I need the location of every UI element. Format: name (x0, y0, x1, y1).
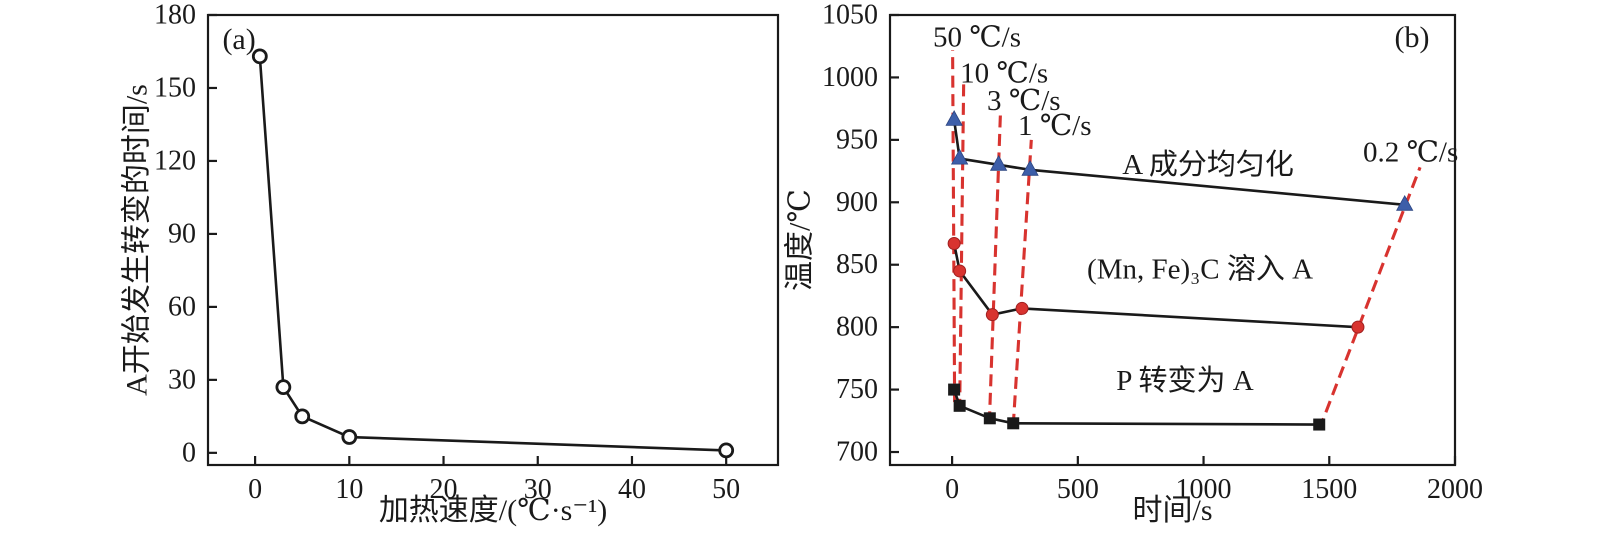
data-point (948, 383, 961, 396)
y-tick-label: 120 (154, 145, 196, 176)
x-tick-label: 20 (430, 474, 458, 505)
panel-b: 0 500 1000 1500 2000 700 750 800 850 900 950 1000 10… (784, 0, 1484, 527)
x-tick-label: 10 (335, 474, 363, 505)
guide-line (1011, 139, 1033, 426)
guide-label: 3 ℃/s (987, 85, 1061, 117)
data-point (1015, 301, 1029, 315)
y-tick-label: 150 (154, 72, 196, 103)
y-axis-title: A开始发生转变的时间/s (121, 84, 154, 396)
guide-line (958, 82, 966, 411)
data-point (985, 308, 999, 322)
guide-line (987, 114, 1002, 424)
y-tick-label: 950 (836, 124, 878, 155)
data-point (1351, 320, 1365, 334)
data-point (1007, 417, 1020, 430)
panel-a: 0 10 20 30 40 50 0 30 60 90 120 150 180 加热速度/(℃·s⁻¹) A… (121, 0, 780, 527)
y-tick-label: 0 (182, 437, 196, 468)
data-point (718, 442, 735, 459)
annotation: (Mn, Fe)₃C 溶入 A (1087, 253, 1313, 286)
guide-label: 1 ℃/s (1018, 110, 1092, 142)
y-tick-label: 900 (836, 187, 878, 218)
data-point (953, 264, 967, 278)
y-tick-label: 850 (836, 249, 878, 280)
y-axis-title: 温度/℃ (784, 189, 817, 291)
data-point (294, 408, 311, 425)
data-point (275, 379, 292, 396)
data-point (945, 110, 963, 126)
guide-line (951, 49, 957, 403)
x-tick-label: 0 (248, 474, 262, 505)
guide-label: 10 ℃/s (960, 58, 1048, 90)
annotation: P 转变为 A (1116, 364, 1254, 397)
plot-box (888, 13, 1457, 467)
annotation: A 成分均匀化 (1122, 148, 1294, 181)
guide-line (1317, 166, 1422, 431)
panel-label: (b) (1395, 21, 1430, 54)
x-axis-title: 加热速度/(℃·s⁻¹) (379, 494, 607, 527)
y-tick-label: 180 (154, 0, 196, 31)
x-tick-label: 2000 (1427, 474, 1483, 505)
y-tick-label: 60 (168, 291, 196, 322)
guide-label: 0.2 ℃/s (1363, 136, 1458, 168)
y-tick-label: 30 (168, 364, 196, 395)
x-tick-label: 30 (524, 474, 552, 505)
x-axis-title: 时间/s (1132, 494, 1212, 527)
y-tick-label: 800 (836, 312, 878, 343)
plot-box (206, 13, 780, 467)
y-tick-label: 750 (836, 374, 878, 405)
y-tick-label: 1050 (822, 0, 878, 31)
x-tick-label: 1500 (1301, 474, 1357, 505)
data-point (1313, 418, 1326, 431)
data-point (1021, 159, 1039, 176)
x-tick-label: 1000 (1176, 474, 1232, 505)
y-tick-label: 90 (168, 218, 196, 249)
x-tick-label: 0 (945, 474, 959, 505)
series-line (258, 56, 727, 452)
panel-label: (a) (222, 23, 255, 56)
y-tick-label: 1000 (822, 62, 878, 93)
guide-label: 50 ℃/s (933, 21, 1021, 53)
x-tick-label: 40 (618, 474, 646, 505)
data-point (983, 412, 996, 425)
x-tick-label: 50 (712, 474, 740, 505)
data-point (341, 429, 358, 445)
y-tick-label: 700 (836, 437, 878, 468)
data-point (950, 148, 969, 165)
data-point (1396, 194, 1414, 211)
data-point (989, 155, 1008, 171)
data-point (251, 48, 268, 65)
data-point (953, 399, 966, 412)
x-tick-label: 500 (1057, 474, 1099, 505)
data-point (947, 236, 961, 250)
